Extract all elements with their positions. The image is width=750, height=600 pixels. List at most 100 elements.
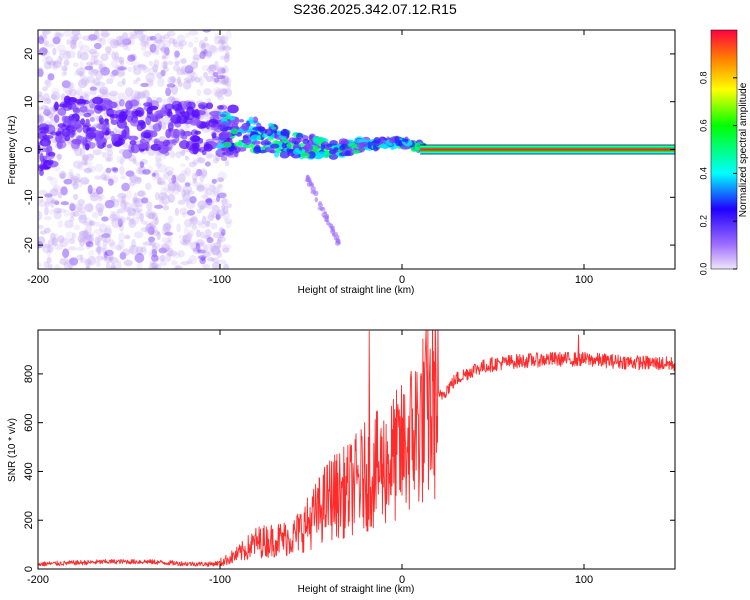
spectrogram-cell: [94, 163, 104, 172]
spectrogram-cell: [87, 165, 97, 173]
spectrogram-cell: [134, 176, 142, 185]
spectrogram-cell: [80, 257, 88, 263]
spectrogram-cell: [323, 211, 327, 215]
spectrogram-cell: [85, 265, 91, 269]
spectrogram-cell: [41, 30, 51, 35]
spectrogram-cell: [248, 116, 254, 124]
spectrogram-cell: [217, 183, 224, 188]
spectrogram-cell: [204, 198, 213, 203]
spectrogram-cell: [149, 260, 156, 266]
spectrogram-cell: [196, 229, 201, 238]
spectrogram-cell: [39, 230, 47, 235]
spectrogram-cell: [145, 115, 152, 126]
spectrogram-cell: [79, 237, 85, 247]
spectrogram-cell: [167, 76, 176, 84]
spectrogram-cell: [221, 45, 232, 51]
spectrogram-cell: [74, 98, 87, 105]
spectrogram-cell: [274, 150, 280, 158]
spectrogram-cell: [168, 250, 178, 257]
spectrogram-cell: [49, 177, 58, 187]
spectrogram-cell: [281, 137, 288, 144]
spectrogram-cell: [121, 182, 130, 192]
spectrogram-cell: [288, 137, 296, 144]
spectrogram-cell: [139, 161, 145, 168]
spectrogram-cell: [85, 118, 90, 126]
spectrogram-cell: [181, 239, 192, 246]
spectrogram-cell: [96, 240, 101, 247]
spectrogram-cell: [226, 84, 232, 89]
spectrogram-cell: [47, 263, 53, 269]
spectrogram-cell: [216, 47, 225, 53]
spectrogram-cell: [211, 204, 220, 215]
spectrogram-cell: [335, 238, 341, 244]
spectrogram-cell: [164, 231, 174, 236]
spectrogram-cell: [117, 208, 124, 214]
spectrogram-cell: [190, 71, 198, 80]
spectrogram-cell: [142, 241, 153, 246]
spectrogram-cell: [164, 47, 170, 56]
spectrogram-cell: [190, 215, 199, 225]
spectrogram-cell: [88, 249, 95, 256]
spectrogram-cell: [102, 142, 107, 148]
spectrogram-cell: [195, 186, 205, 191]
spectrogram-cell: [56, 55, 63, 65]
spectrogram-cell: [203, 201, 211, 208]
spectrogram-cell: [110, 262, 116, 269]
spectrogram-cell: [137, 190, 147, 197]
spectrogram-cell: [73, 224, 81, 231]
spectrogram-cell: [103, 251, 108, 259]
spectrogram-cell: [87, 37, 95, 42]
spectrogram-cell: [38, 114, 45, 125]
spectrogram-cell: [132, 197, 143, 203]
spectrogram-cell: [119, 165, 125, 176]
spectrogram-cell: [168, 95, 176, 103]
spectrogram-cell: [221, 87, 228, 94]
spectrogram-cell: [146, 212, 156, 220]
spectrogram-cell: [38, 236, 46, 245]
spectrogram-cell: [258, 149, 268, 154]
spectrogram-cell: [81, 156, 88, 166]
spectrogram-cell: [219, 133, 224, 139]
spectrogram-cell: [215, 88, 225, 97]
spectrogram-cell: [166, 30, 176, 37]
spectrogram-cell: [224, 159, 230, 167]
spectrogram-cell: [216, 126, 224, 130]
spectrogram-cell: [194, 109, 200, 118]
colorbar-ticks: 0.0 0.2 0.4 0.6 0.8: [698, 72, 737, 275]
spectrogram-cell: [119, 199, 128, 205]
spectrogram-cell: [176, 34, 186, 43]
spectrogram-cell: [197, 157, 206, 164]
spectrogram-cell: [62, 30, 73, 37]
spectrogram-cell: [115, 35, 124, 46]
spectrogram-cell: [203, 36, 208, 42]
spectrogram-cell: [116, 260, 122, 269]
spectrogram-cell: [38, 189, 48, 196]
spectrogram-cell: [99, 86, 109, 96]
spectrogram-cell: [159, 259, 168, 267]
spectrogram-cell: [100, 245, 108, 250]
spectrogram-cell: [153, 59, 160, 68]
spectrogram-cell: [194, 172, 200, 177]
spectrogram-cell: [63, 84, 69, 94]
spectrogram-cell: [225, 203, 233, 209]
spectrogram-cell: [53, 114, 60, 123]
spectrogram-cell: [174, 60, 180, 65]
spectrogram-cell: [203, 183, 212, 190]
spectrogram-cell: [101, 91, 111, 98]
spectrogram-cell: [182, 234, 191, 245]
spectrogram-cell: [202, 30, 212, 33]
spectrogram-cell: [154, 217, 159, 226]
spectrogram-cell: [87, 202, 95, 213]
spectrogram-cell: [83, 168, 93, 174]
spectrogram-cell: [61, 127, 71, 137]
spectrogram-cell: [167, 181, 177, 192]
spectrogram-cell: [65, 89, 72, 96]
spectrogram-cell: [93, 104, 103, 114]
spectrogram-cell: [210, 201, 215, 207]
snr-x-ticks: -200 -100 0 100: [27, 330, 593, 586]
spectrogram-cell: [99, 37, 107, 46]
spectrogram-cell: [183, 70, 188, 75]
spectrogram-cell: [61, 65, 68, 72]
spectrogram-cell: [204, 216, 211, 226]
spectrogram-cell: [107, 178, 114, 186]
